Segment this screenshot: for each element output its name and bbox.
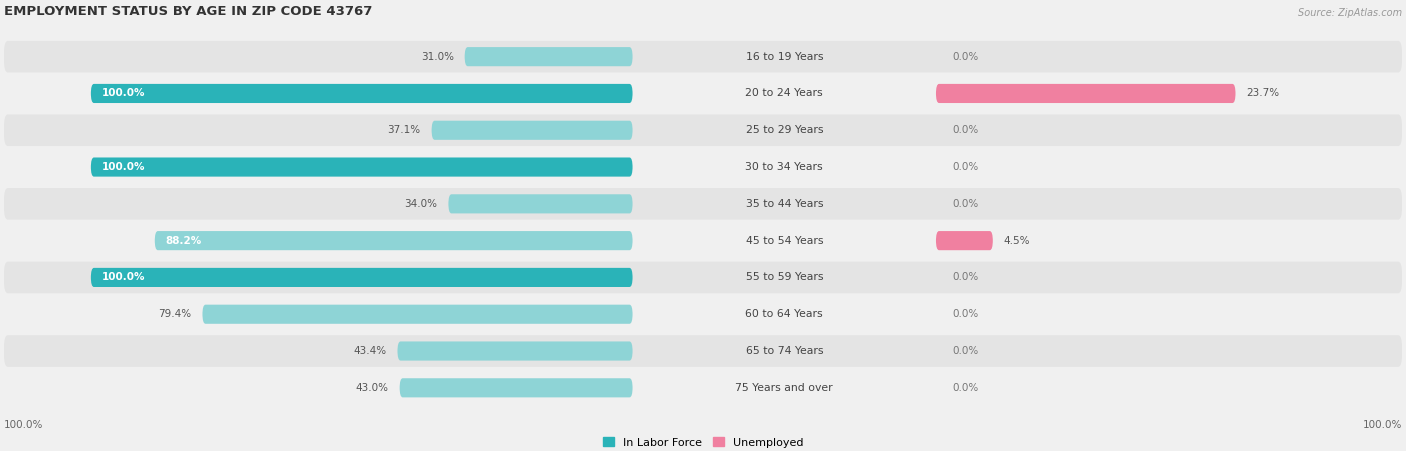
FancyBboxPatch shape [4, 41, 1402, 73]
Text: EMPLOYMENT STATUS BY AGE IN ZIP CODE 43767: EMPLOYMENT STATUS BY AGE IN ZIP CODE 437… [4, 5, 373, 18]
FancyBboxPatch shape [91, 268, 633, 287]
Text: 0.0%: 0.0% [952, 346, 979, 356]
Text: 88.2%: 88.2% [166, 235, 202, 246]
FancyBboxPatch shape [4, 78, 1402, 109]
Text: 100.0%: 100.0% [101, 88, 145, 98]
Text: 100.0%: 100.0% [101, 162, 145, 172]
Text: 20 to 24 Years: 20 to 24 Years [745, 88, 823, 98]
Text: 37.1%: 37.1% [388, 125, 420, 135]
Text: 0.0%: 0.0% [952, 272, 979, 282]
FancyBboxPatch shape [91, 84, 633, 103]
Text: 25 to 29 Years: 25 to 29 Years [745, 125, 823, 135]
Text: 60 to 64 Years: 60 to 64 Years [745, 309, 823, 319]
FancyBboxPatch shape [202, 305, 633, 324]
Text: 0.0%: 0.0% [952, 52, 979, 62]
FancyBboxPatch shape [4, 188, 1402, 220]
Text: 79.4%: 79.4% [159, 309, 191, 319]
FancyBboxPatch shape [432, 121, 633, 140]
FancyBboxPatch shape [4, 115, 1402, 146]
Text: 16 to 19 Years: 16 to 19 Years [745, 52, 823, 62]
Text: 43.4%: 43.4% [353, 346, 387, 356]
FancyBboxPatch shape [4, 262, 1402, 293]
FancyBboxPatch shape [398, 341, 633, 361]
FancyBboxPatch shape [155, 231, 633, 250]
FancyBboxPatch shape [4, 299, 1402, 330]
FancyBboxPatch shape [464, 47, 633, 66]
Text: 30 to 34 Years: 30 to 34 Years [745, 162, 823, 172]
FancyBboxPatch shape [4, 335, 1402, 367]
Text: Source: ZipAtlas.com: Source: ZipAtlas.com [1298, 8, 1402, 18]
Legend: In Labor Force, Unemployed: In Labor Force, Unemployed [598, 433, 808, 451]
Text: 0.0%: 0.0% [952, 125, 979, 135]
Text: 0.0%: 0.0% [952, 383, 979, 393]
Text: 0.0%: 0.0% [952, 162, 979, 172]
Text: 35 to 44 Years: 35 to 44 Years [745, 199, 823, 209]
Text: 65 to 74 Years: 65 to 74 Years [745, 346, 823, 356]
Text: 75 Years and over: 75 Years and over [735, 383, 834, 393]
Text: 100.0%: 100.0% [4, 420, 44, 430]
Text: 0.0%: 0.0% [952, 199, 979, 209]
Text: 55 to 59 Years: 55 to 59 Years [745, 272, 823, 282]
Text: 43.0%: 43.0% [356, 383, 389, 393]
Text: 45 to 54 Years: 45 to 54 Years [745, 235, 823, 246]
FancyBboxPatch shape [4, 225, 1402, 257]
Text: 100.0%: 100.0% [101, 272, 145, 282]
FancyBboxPatch shape [936, 231, 993, 250]
FancyBboxPatch shape [4, 151, 1402, 183]
FancyBboxPatch shape [91, 157, 633, 177]
Text: 34.0%: 34.0% [405, 199, 437, 209]
FancyBboxPatch shape [4, 372, 1402, 404]
FancyBboxPatch shape [449, 194, 633, 213]
Text: 4.5%: 4.5% [1004, 235, 1031, 246]
FancyBboxPatch shape [399, 378, 633, 397]
FancyBboxPatch shape [936, 84, 1236, 103]
Text: 0.0%: 0.0% [952, 309, 979, 319]
Text: 100.0%: 100.0% [1362, 420, 1402, 430]
Text: 31.0%: 31.0% [420, 52, 454, 62]
Text: 23.7%: 23.7% [1246, 88, 1279, 98]
